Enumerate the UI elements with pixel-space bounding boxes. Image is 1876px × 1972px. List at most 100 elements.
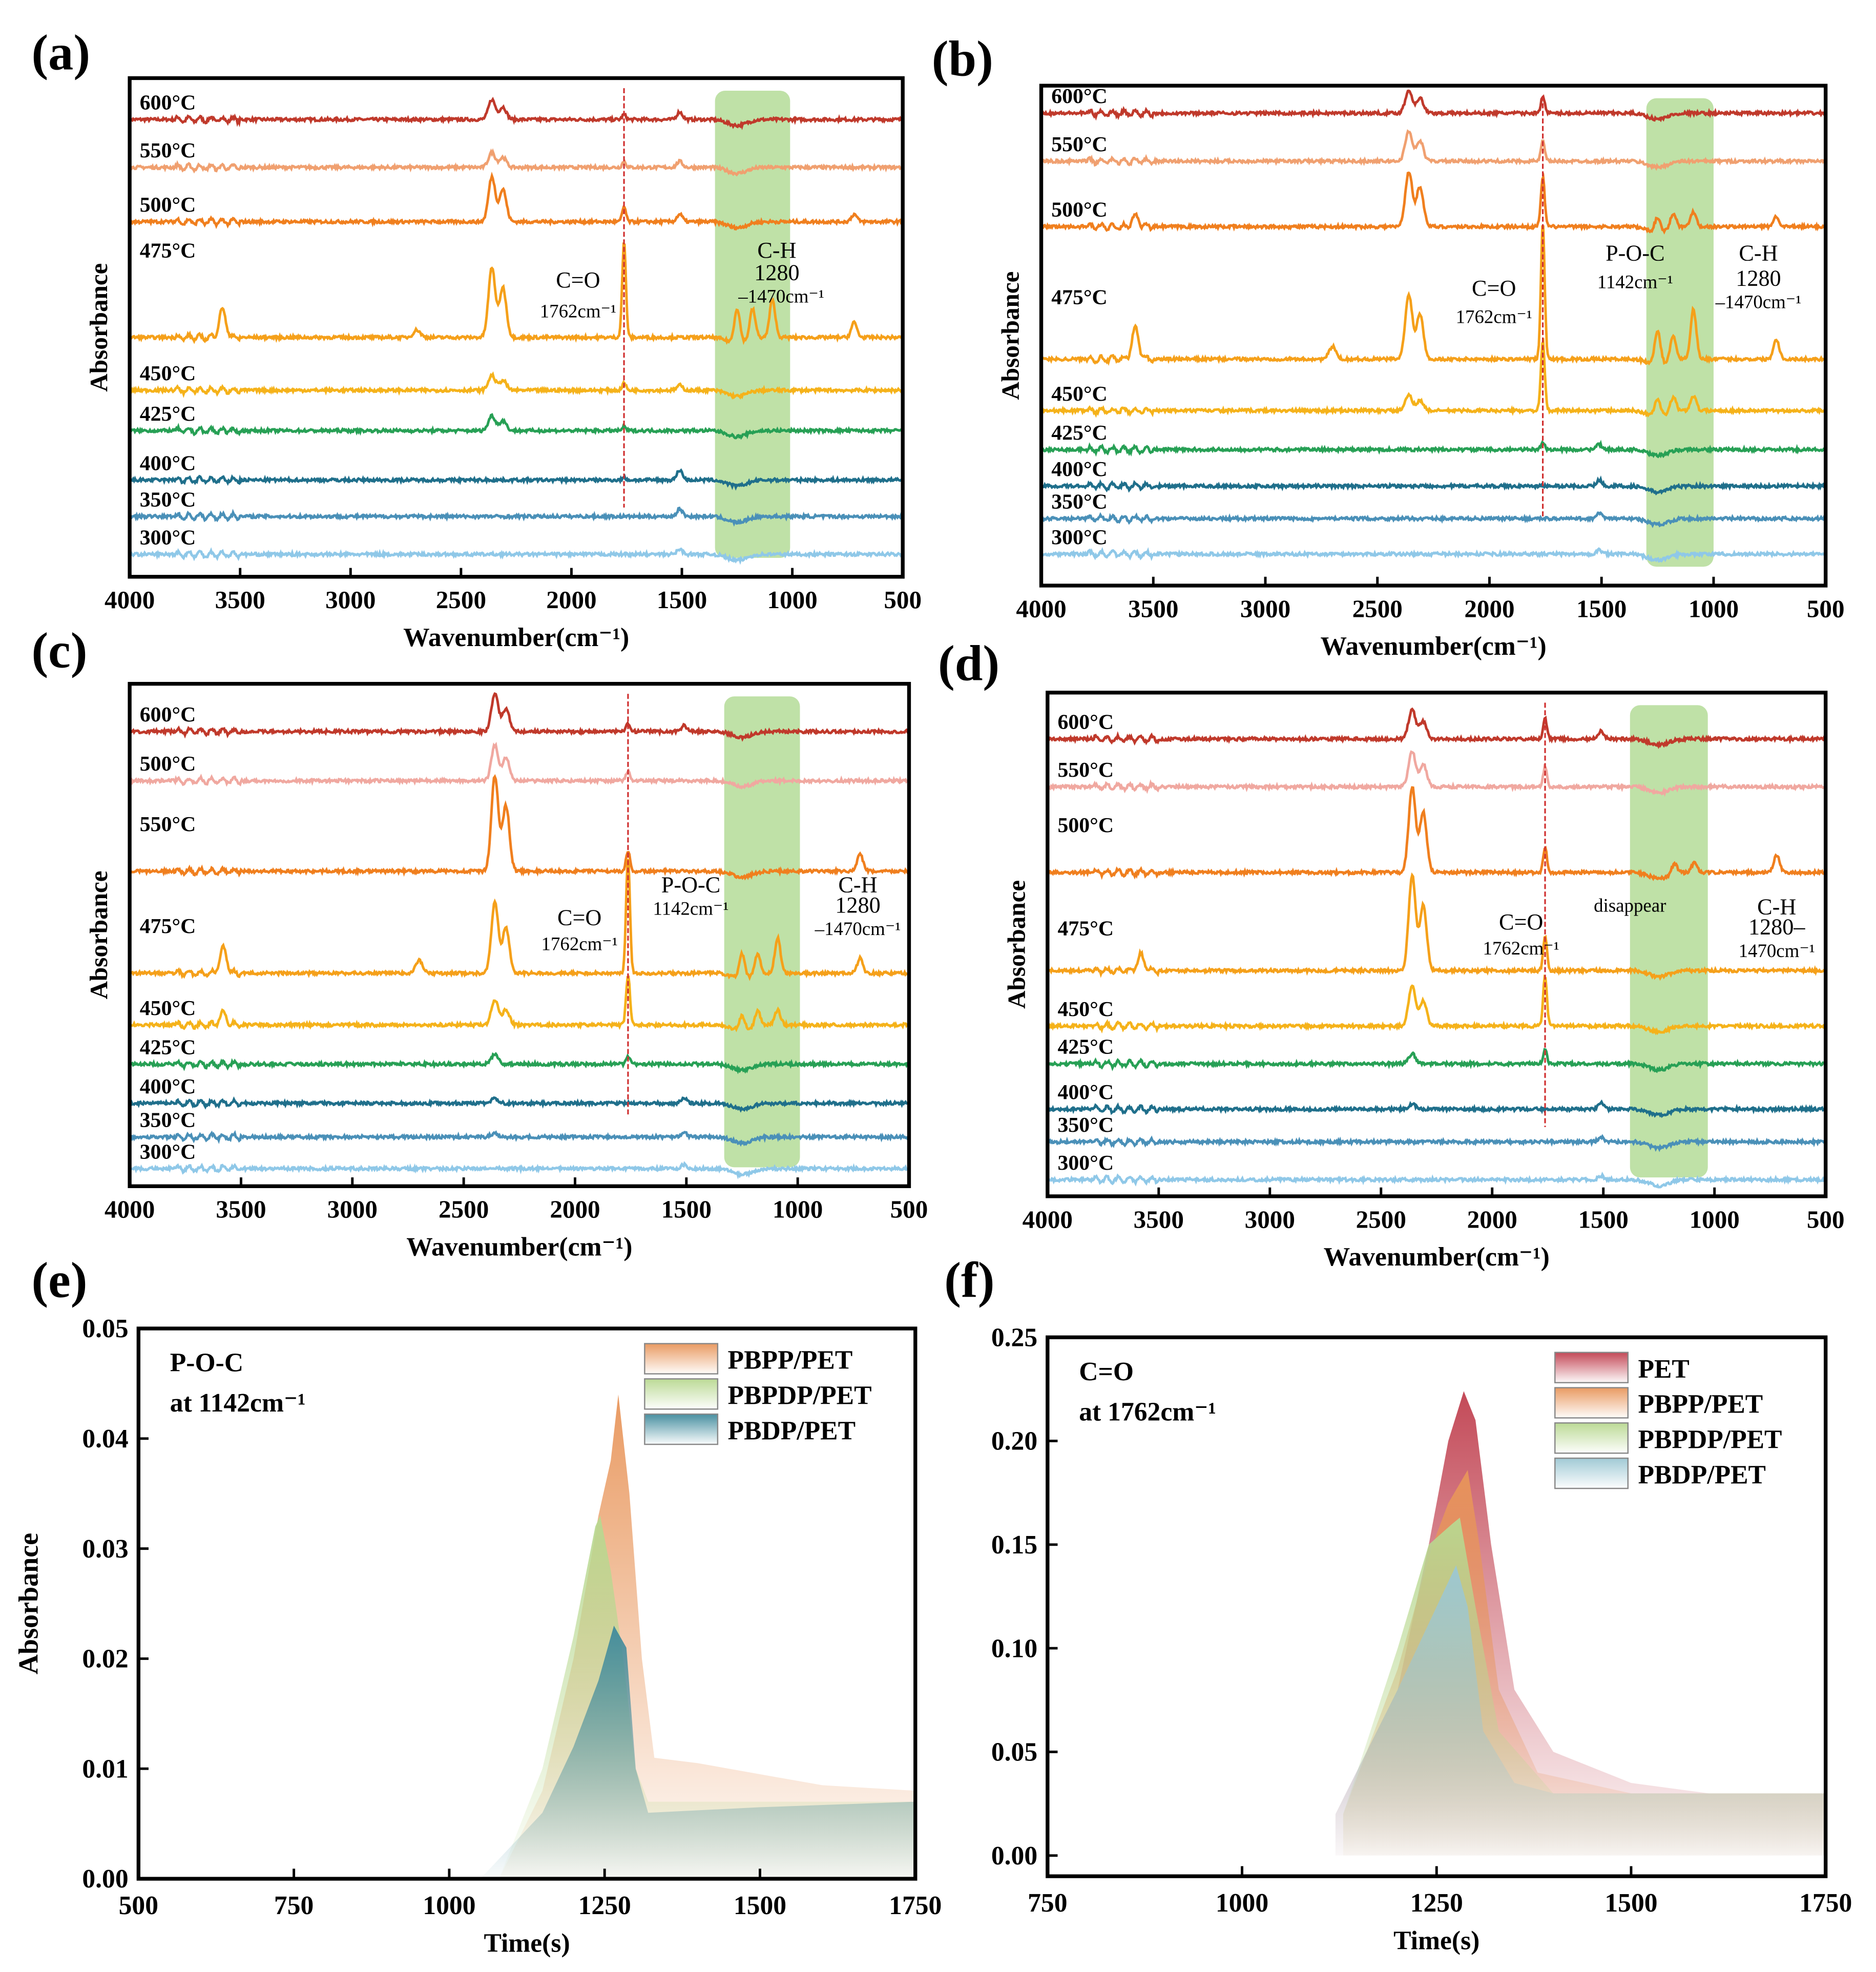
plot-frame (136, 1326, 918, 1881)
spectrum-line (129, 468, 903, 491)
x-tick-label: 3500 (215, 586, 265, 614)
x-tick-label: 4000 (1016, 594, 1066, 622)
temperature-label: 300°C (1051, 526, 1108, 549)
legend-swatch (644, 1413, 719, 1445)
annotation: C-H (1739, 241, 1778, 266)
panel-label: (a) (31, 25, 90, 80)
highlight-band (724, 696, 800, 1168)
temperature-label: 475°C (1051, 285, 1108, 309)
annotation: C=O (557, 905, 601, 930)
panel-f: (f) PET PBPP/PET PBPDP/PET PBDP/PET C=O at 176… (944, 1253, 1852, 1956)
spectrum-line (128, 774, 910, 881)
y-tick-label: 0.04 (82, 1424, 128, 1454)
x-axis-title: Wavenumber(cm⁻¹) (1321, 632, 1547, 661)
x-tick-label: 1250 (1410, 1888, 1463, 1918)
x-tick-label: 2500 (439, 1195, 489, 1223)
panel-a: (a) 600°C 550°C 500°C 475°C 450°C 425°C 400°C 35… (31, 25, 922, 652)
temperature-label: 350°C (140, 1109, 196, 1132)
annotation: 1762cm⁻¹ (540, 301, 616, 322)
y-axis-title: Absorbance (13, 1533, 44, 1674)
legend-label: PBDP/PET (728, 1416, 856, 1445)
temperature-label: 425°C (140, 1035, 196, 1059)
y-tick-label: 0.15 (991, 1530, 1037, 1560)
inset-subtitle: at 1762cm⁻¹ (1079, 1397, 1216, 1426)
spectrum-line (129, 1052, 910, 1074)
plot-frame (128, 76, 905, 579)
spectrum-line (129, 975, 910, 1032)
x-axis-title: Wavenumber(cm⁻¹) (1324, 1242, 1550, 1272)
inset-subtitle: at 1142cm⁻¹ (170, 1388, 306, 1418)
x-tick-label: 3500 (216, 1195, 266, 1223)
x-tick-label: 1500 (1578, 1205, 1629, 1233)
y-tick-label: 0.25 (991, 1323, 1037, 1352)
spectrum-line (1040, 89, 1826, 122)
temperature-label: 450°C (1057, 998, 1114, 1021)
panel-label: (b) (932, 31, 993, 87)
temperature-label: 425°C (1051, 421, 1108, 445)
temperature-label: 400°C (1051, 458, 1108, 481)
y-axis-title: Absorbance (1003, 880, 1031, 1009)
legend-label: PBDP/PET (1638, 1460, 1765, 1489)
x-tick-label: 2000 (550, 1195, 600, 1223)
spectrum-line (129, 371, 904, 400)
legend-swatch (644, 1343, 719, 1375)
legend-label: PBPP/PET (728, 1346, 853, 1375)
x-tick-label: 1000 (767, 586, 817, 614)
y-tick-label: 0.01 (82, 1754, 128, 1783)
spectrum-line (129, 506, 904, 527)
spectrum-line (1046, 750, 1826, 797)
annotation: 1280 (1736, 266, 1781, 291)
annotation: 1142cm⁻¹ (1597, 271, 1673, 292)
plot-frame (128, 681, 911, 1188)
temperature-label: 500°C (140, 193, 196, 217)
annotation: P-O-C (1606, 241, 1664, 266)
temperature-label: 500°C (1051, 198, 1108, 222)
temperature-label: 300°C (140, 526, 196, 549)
spectrum-line (128, 96, 904, 131)
annotation: C-H (1757, 894, 1796, 919)
x-tick-label: 500 (890, 1195, 928, 1223)
spectrum-line (1040, 225, 1827, 366)
x-tick-label: 3000 (327, 1195, 378, 1223)
x-tick-label: 1000 (773, 1195, 823, 1223)
panel-label: (c) (31, 623, 87, 679)
annotation: –1470cm⁻¹ (1715, 291, 1802, 312)
x-tick-label: 750 (274, 1891, 314, 1920)
annotation: 1762cm⁻¹ (1456, 306, 1532, 327)
x-axis-title: Wavenumber(cm⁻¹) (406, 1232, 632, 1261)
annotation: P-O-C (661, 873, 720, 898)
spectrum-line (129, 1130, 909, 1147)
panel-e: (e) PBPP/PET PBPDP/PET PBDP/PET P-O-C at 1142… (13, 1253, 942, 1958)
annotation: 1280 (754, 260, 799, 285)
inset-title: P-O-C (170, 1348, 243, 1378)
annotation: disappear (1594, 895, 1666, 916)
panel-c: (c) 600°C 500°C 550°C 475°C 450°C 425°C 400°C 35… (31, 623, 928, 1262)
annotation: 1142cm⁻¹ (653, 898, 729, 919)
y-tick-label: 0.05 (991, 1738, 1037, 1767)
legend-label: PET (1638, 1355, 1689, 1384)
x-axis-title: Wavenumber(cm⁻¹) (403, 623, 629, 652)
legend-swatch (1554, 1457, 1629, 1489)
y-tick-label: 0.02 (82, 1645, 128, 1674)
y-axis-title: Absorbance (996, 271, 1024, 400)
legend-label: PBPDP/PET (728, 1381, 872, 1410)
x-tick-label: 500 (1807, 594, 1845, 622)
spectrum-line (1040, 129, 1826, 171)
x-tick-label: 3000 (325, 586, 376, 614)
annotation: C=O (1499, 909, 1543, 935)
spectrum-line (129, 1161, 909, 1179)
x-tick-label: 3000 (1245, 1205, 1295, 1233)
legend-label: PBPDP/PET (1638, 1425, 1782, 1454)
spectrum-line (1040, 440, 1826, 459)
spectrum-line (129, 242, 904, 345)
x-tick-label: 4000 (105, 1195, 155, 1223)
spectrum-line (129, 148, 904, 177)
temperature-label: 400°C (140, 1075, 196, 1098)
annotation: C-H (838, 873, 877, 898)
spectrum-line (129, 741, 910, 790)
area-series (480, 1626, 915, 1879)
annotation: 1470cm⁻¹ (1739, 940, 1815, 961)
x-tick-label: 1500 (1604, 1888, 1657, 1918)
panel-label: (d) (938, 635, 999, 691)
x-tick-label: 1500 (657, 586, 707, 614)
